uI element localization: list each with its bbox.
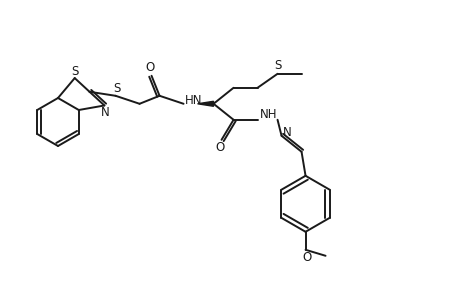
Polygon shape [197, 101, 213, 106]
Text: O: O [145, 61, 154, 74]
Text: N: N [101, 106, 110, 119]
Text: S: S [273, 59, 280, 72]
Text: HN: HN [185, 94, 202, 107]
Text: S: S [71, 64, 78, 78]
Text: NH: NH [259, 108, 277, 121]
Text: O: O [214, 141, 224, 154]
Text: O: O [301, 251, 310, 264]
Text: N: N [283, 126, 291, 139]
Text: S: S [112, 82, 120, 95]
